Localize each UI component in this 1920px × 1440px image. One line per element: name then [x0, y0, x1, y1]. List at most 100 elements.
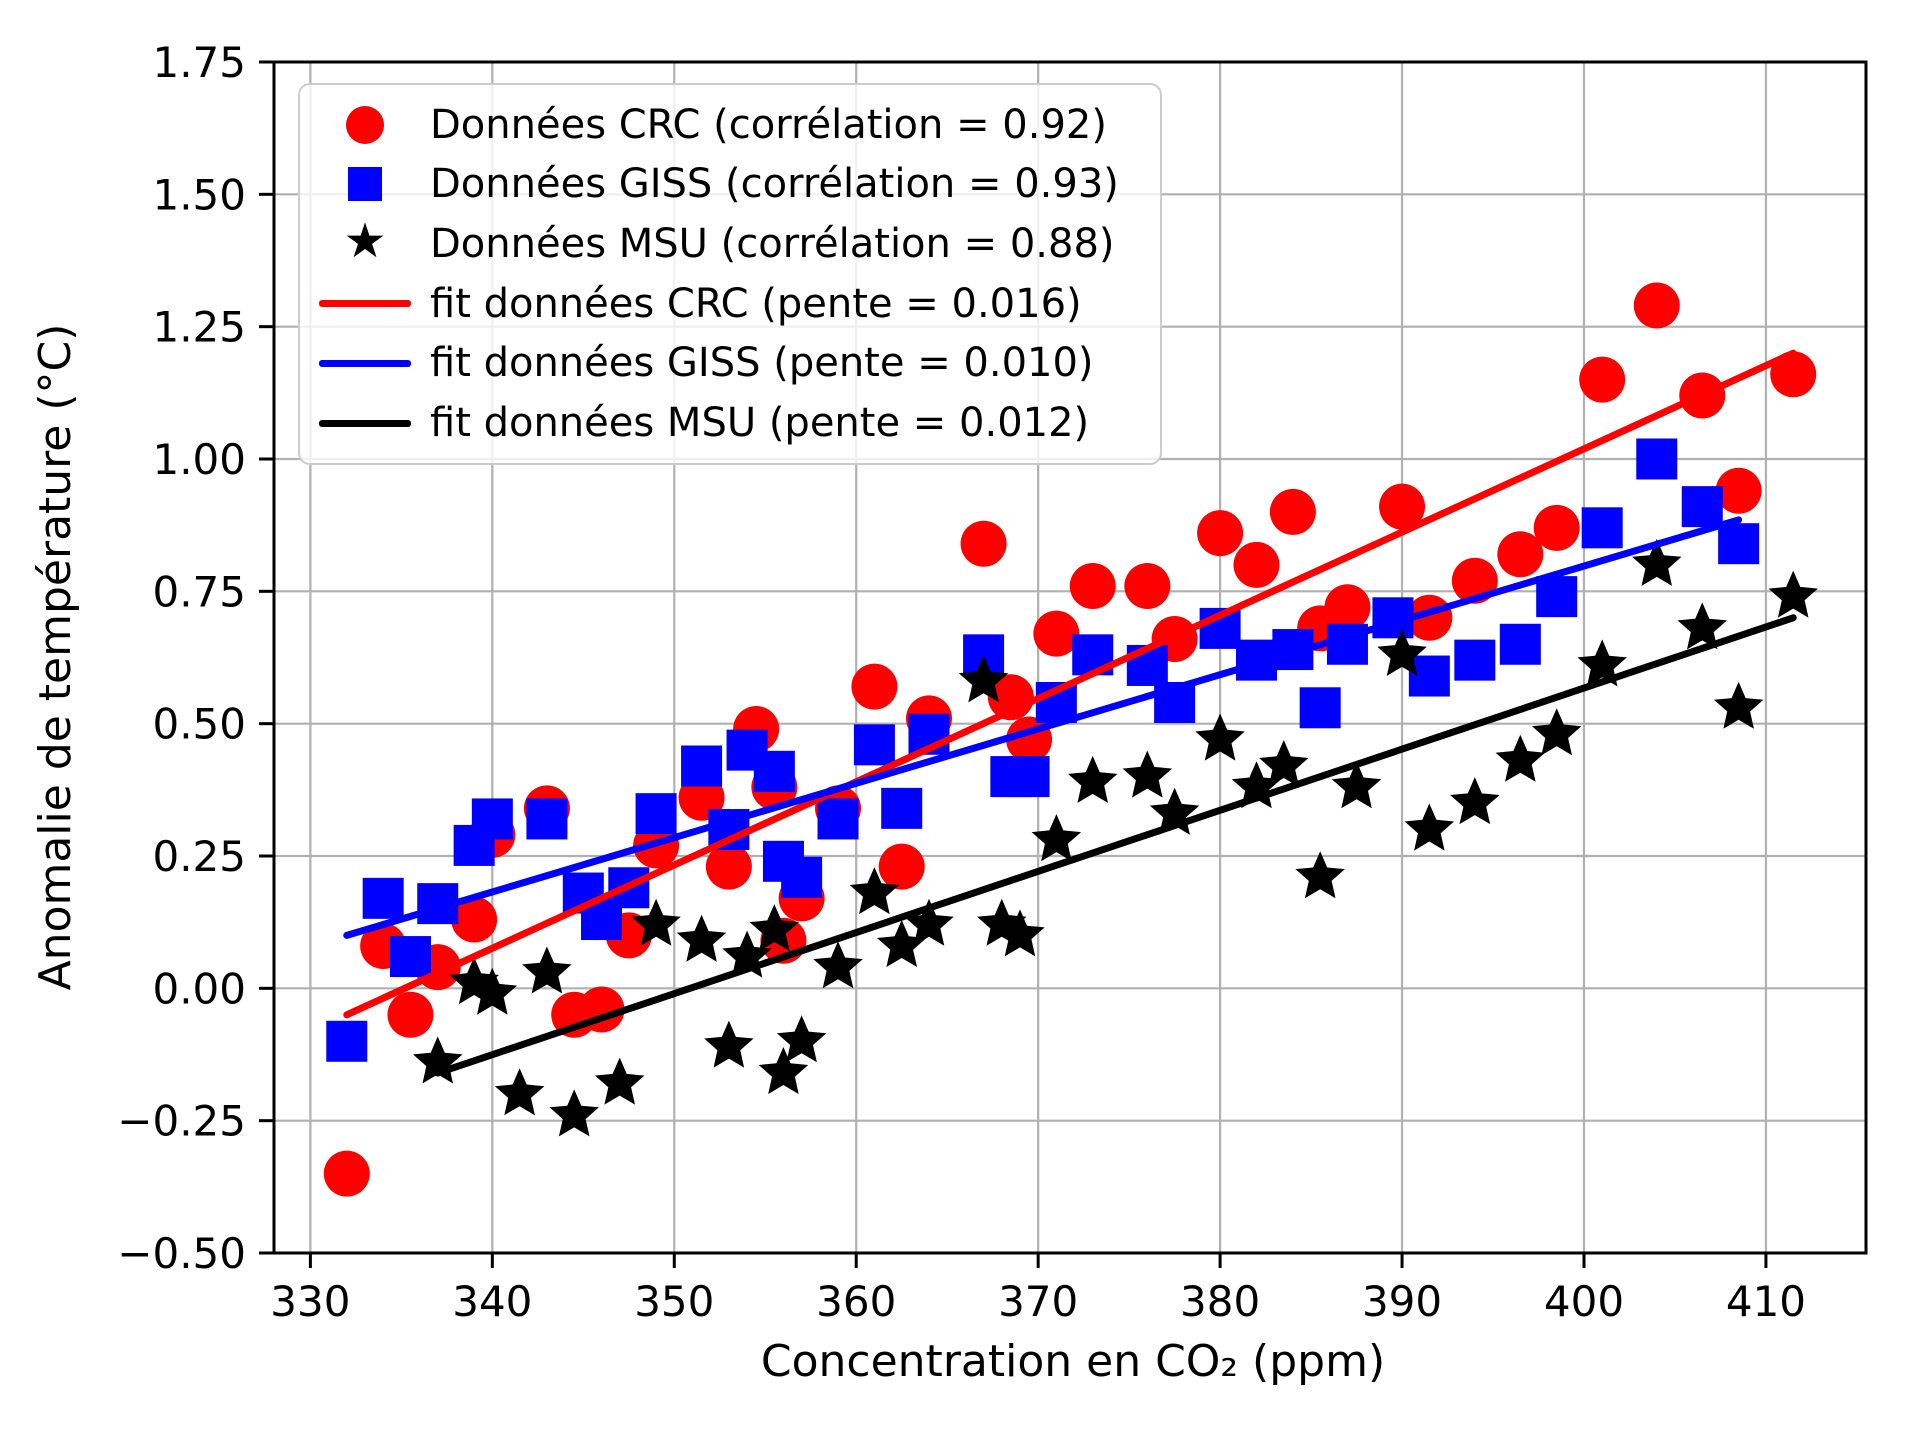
giss-square-marker-icon: [300, 167, 430, 202]
msu-data-point: [494, 1068, 545, 1116]
msu-data-point: [1532, 708, 1582, 756]
crc-data-point: [851, 663, 898, 710]
legend-label-giss-fit: fit données GISS (pente = 0.010): [430, 340, 1094, 387]
giss-data-point: [1536, 576, 1578, 618]
crc-circle-marker-icon: [300, 105, 430, 144]
x-tick-label: 330: [270, 1277, 350, 1326]
crc-data-point: [387, 991, 434, 1038]
giss-data-point: [1718, 523, 1760, 565]
y-axis-title: Anomalie de température (°C): [30, 323, 81, 991]
giss-fit-line-icon: [300, 359, 430, 367]
giss-fit-line: [343, 516, 1743, 939]
msu-data-point: [958, 655, 1009, 703]
crc-data-point: [1124, 563, 1171, 610]
msu-data-point: [995, 909, 1045, 957]
msu-data-point: [1450, 777, 1500, 825]
giss-data-point: [1408, 655, 1450, 697]
crc-data-point: [960, 520, 1007, 567]
crc-data-point: [1269, 488, 1316, 535]
msu-data-point: [549, 1089, 599, 1137]
crc-data-point: [1197, 510, 1244, 557]
crc-data-point: [323, 1150, 370, 1197]
y-tick-label: 1.25: [152, 303, 246, 352]
y-tick-label: −0.50: [117, 1229, 246, 1278]
crc-data-point: [1033, 610, 1080, 657]
crc-data-point: [1379, 483, 1426, 530]
y-tick-label: 1.00: [152, 435, 246, 484]
giss-data-point: [471, 798, 513, 840]
giss-data-point: [1499, 623, 1541, 665]
legend-label-msu-data: Données MSU (corrélation = 0.88): [430, 221, 1115, 268]
giss-data-point: [326, 1020, 368, 1062]
y-tick-label: 0.25: [152, 832, 246, 881]
x-tick-label: 380: [1180, 1277, 1260, 1326]
msu-data-point: [813, 941, 863, 989]
crc-data-point: [1497, 531, 1544, 578]
giss-data-point: [1299, 687, 1341, 729]
msu-data-point: [776, 1015, 827, 1063]
msu-data-point: [877, 920, 927, 967]
crc-data-point: [1579, 356, 1626, 403]
legend-label-crc-data: Données CRC (corrélation = 0.92): [430, 101, 1107, 148]
plot-border: [272, 60, 1868, 1255]
giss-data-point: [1008, 756, 1050, 798]
crc-fit-line-icon: [300, 300, 430, 308]
msu-data-point: [1295, 851, 1345, 899]
legend-label-msu-fit: fit données MSU (pente = 0.012): [430, 400, 1090, 447]
crc-data-point: [1633, 282, 1680, 329]
msu-data-point: [704, 1020, 754, 1068]
msu-data-point: [1768, 570, 1818, 618]
legend-label-giss-data: Données GISS (corrélation = 0.93): [430, 161, 1119, 208]
msu-star-marker-icon: ★: [343, 213, 387, 270]
crc-data-point: [878, 843, 925, 890]
y-tick-label: 1.50: [152, 170, 246, 219]
msu-data-point: [749, 904, 800, 952]
x-tick-label: 390: [1362, 1277, 1442, 1326]
y-tick-label: 1.75: [152, 38, 246, 87]
msu-data-point: [676, 914, 727, 962]
crc-data-point: [1233, 541, 1280, 588]
giss-data-point: [881, 787, 923, 829]
msu-data-point: [758, 1047, 809, 1095]
axis-ticks: 330 340 350 360 370 380 390 400 410 −0.50 −0.25 0.0…: [117, 38, 1806, 1326]
y-tick-label: 0.50: [152, 700, 246, 749]
msu-data-point: [1632, 538, 1682, 586]
crc-data-point: [1324, 584, 1371, 631]
msu-data-point: [1713, 681, 1764, 729]
crc-data-point: [451, 896, 498, 943]
y-tick-label: −0.25: [117, 1097, 246, 1146]
giss-data-point: [681, 745, 723, 787]
legend-item-crc-fit: fit données CRC (pente = 0.016): [300, 275, 1160, 333]
msu-data-point: [1677, 602, 1727, 650]
series-msu: [413, 538, 1818, 1137]
crc-data-point: [705, 843, 752, 890]
msu-data-point: [1331, 761, 1382, 809]
crc-fit-line: [343, 349, 1797, 1019]
giss-data-point: [1681, 486, 1723, 528]
msu-fit-line-icon: [300, 419, 430, 427]
giss-data-point: [526, 798, 568, 840]
crc-data-point: [1533, 504, 1580, 551]
msu-data-point: [904, 898, 954, 946]
giss-data-point: [781, 856, 823, 898]
giss-data-point: [853, 724, 895, 766]
legend-label-crc-fit: fit données CRC (pente = 0.016): [430, 280, 1082, 327]
msu-data-point: [1068, 755, 1118, 803]
msu-data-point: [1377, 628, 1427, 676]
msu-data-point: [1259, 740, 1309, 787]
x-tick-label: 370: [998, 1277, 1078, 1326]
crc-data-point: [1715, 467, 1762, 514]
giss-data-point: [753, 750, 795, 792]
msu-data-point: [1404, 803, 1455, 851]
giss-data-point: [1581, 507, 1623, 549]
x-tick-label: 340: [452, 1277, 532, 1326]
giss-data-point: [389, 936, 431, 978]
legend-item-crc-data: Données CRC (corrélation = 0.92): [300, 96, 1160, 154]
msu-data-point: [849, 867, 900, 915]
x-tick-label: 360: [816, 1277, 896, 1326]
giss-data-point: [1454, 639, 1496, 681]
y-tick-label: 0.00: [152, 964, 246, 1013]
x-tick-label: 410: [1726, 1277, 1806, 1326]
giss-data-point: [362, 877, 404, 919]
